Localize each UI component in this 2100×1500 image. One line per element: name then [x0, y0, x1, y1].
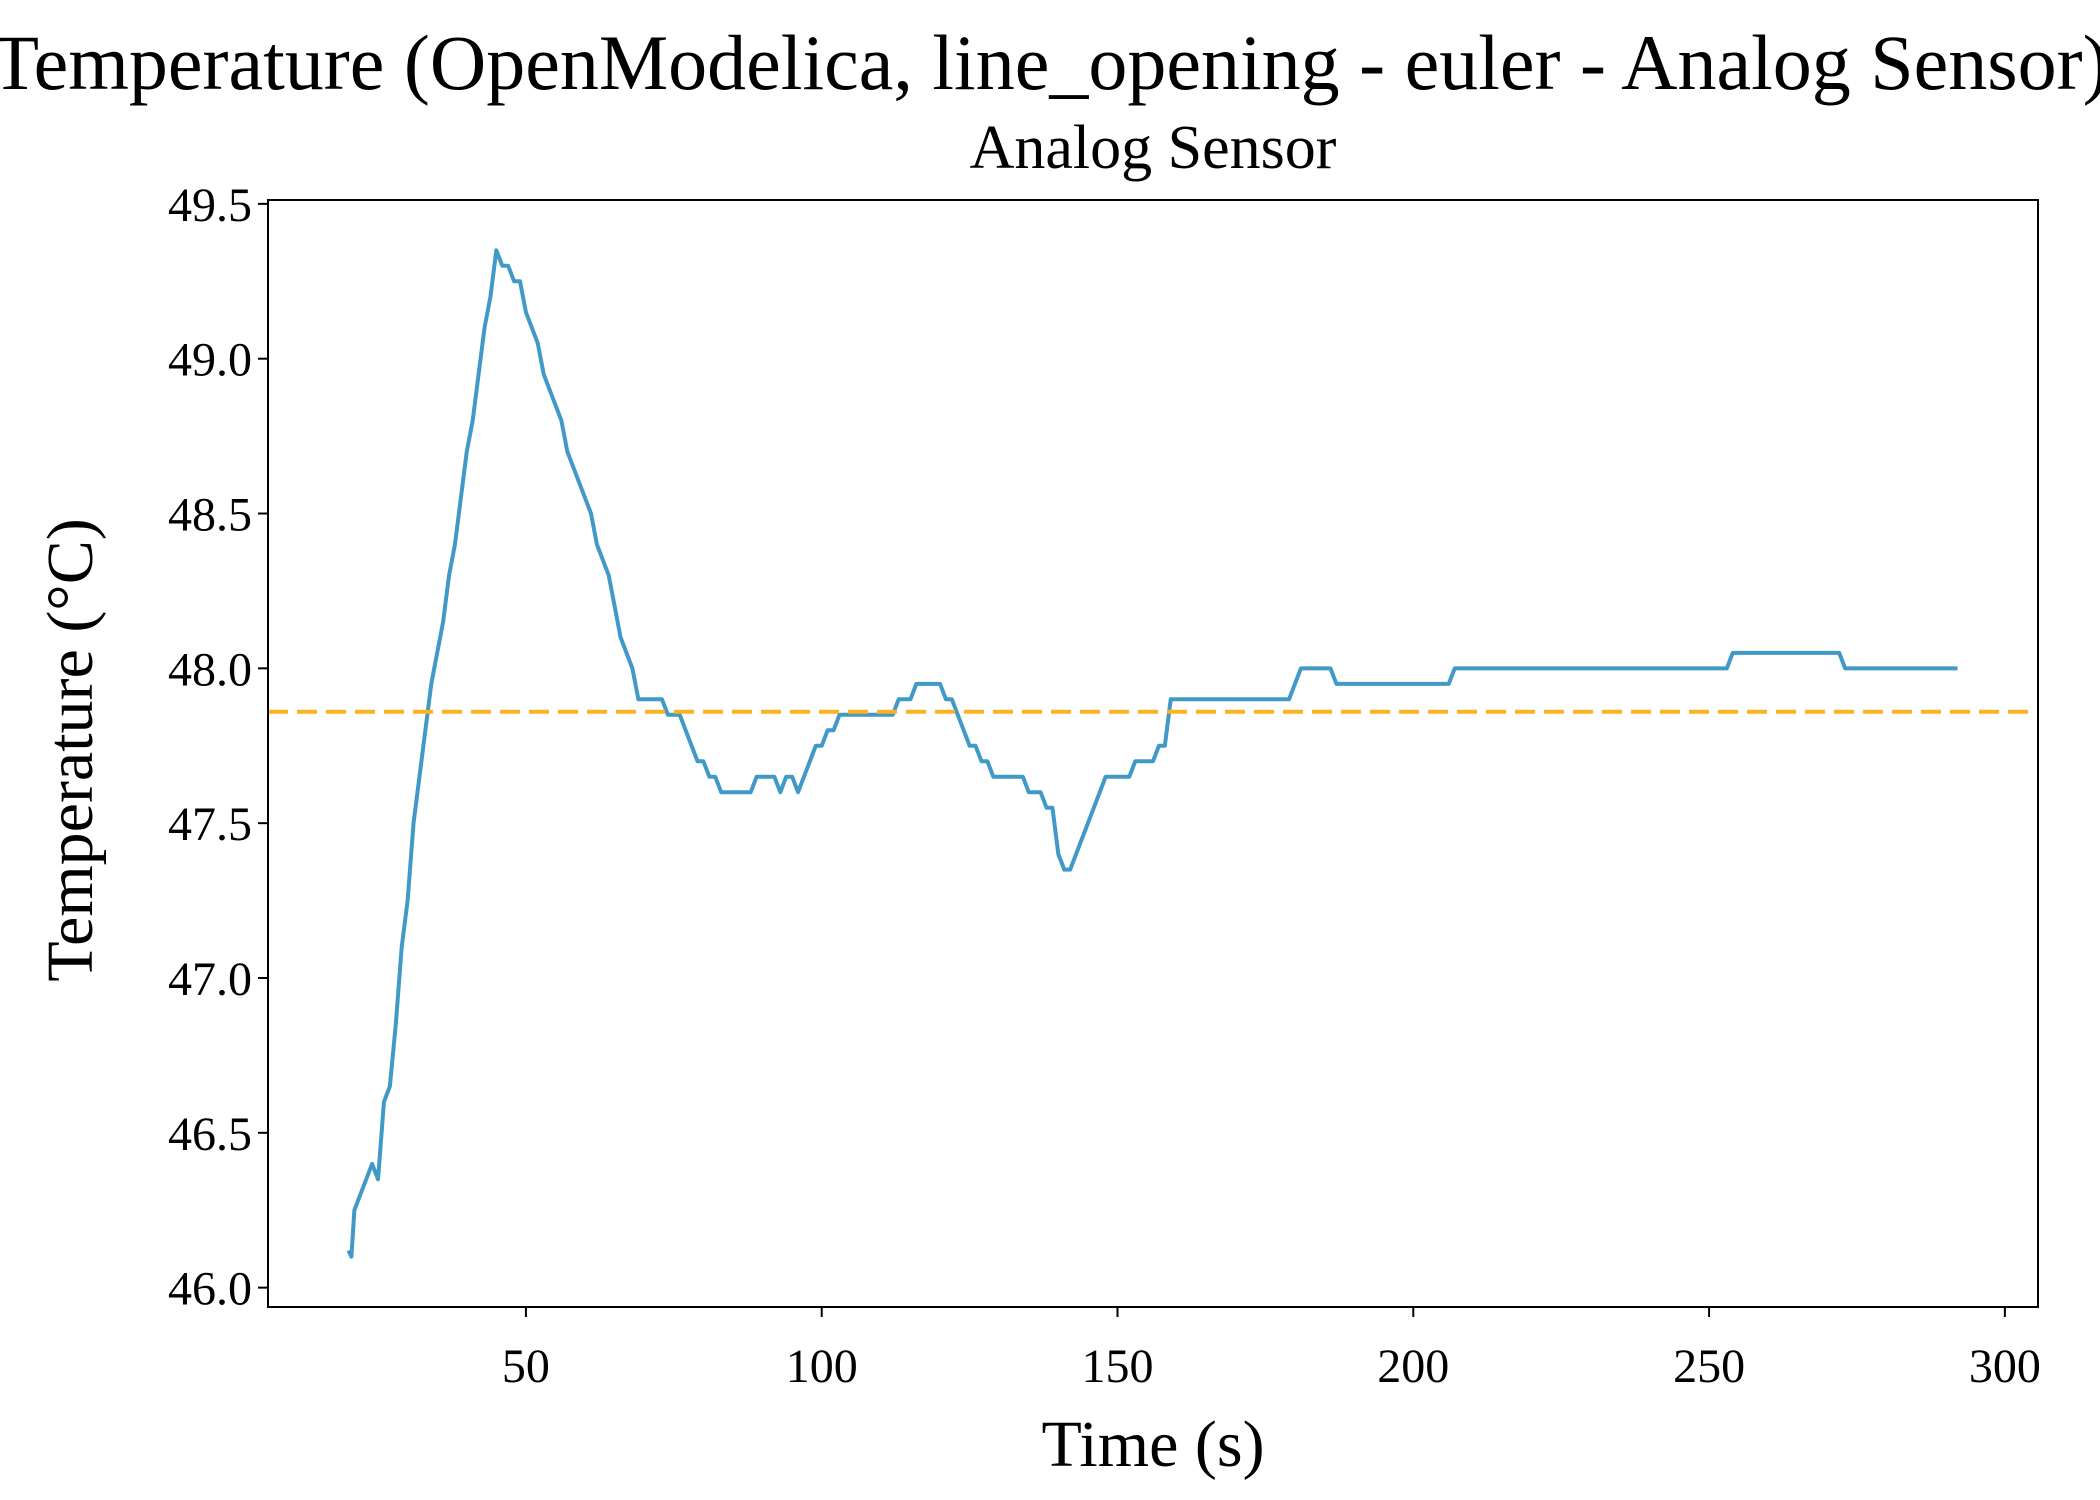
x-tick-label: 150	[1082, 1340, 1154, 1393]
y-tick-label: 47.0	[168, 953, 252, 1006]
x-tick-label: 200	[1377, 1340, 1449, 1393]
y-tick-label: 49.5	[168, 179, 252, 232]
chart-title: Temperature (OpenModelica, line_opening …	[0, 19, 2100, 106]
y-tick-label: 46.5	[168, 1108, 252, 1161]
y-tick-label: 46.0	[168, 1263, 252, 1316]
x-tick-label: 300	[1969, 1340, 2041, 1393]
plot-frame	[267, 199, 2039, 1308]
x-tick-label: 100	[786, 1340, 858, 1393]
x-axis-label: Time (s)	[1041, 1408, 1264, 1481]
y-tick-label: 48.0	[168, 643, 252, 696]
y-tick-label: 48.5	[168, 489, 252, 542]
y-tick-label: 49.0	[168, 334, 252, 387]
x-tick-label: 50	[502, 1340, 550, 1393]
chart-subtitle: Analog Sensor	[970, 114, 1337, 182]
y-axis-label: Temperature (°C)	[34, 518, 107, 981]
x-tick-label: 250	[1673, 1340, 1745, 1393]
data-line	[346, 248, 1958, 1259]
y-tick-label: 47.5	[168, 798, 252, 851]
